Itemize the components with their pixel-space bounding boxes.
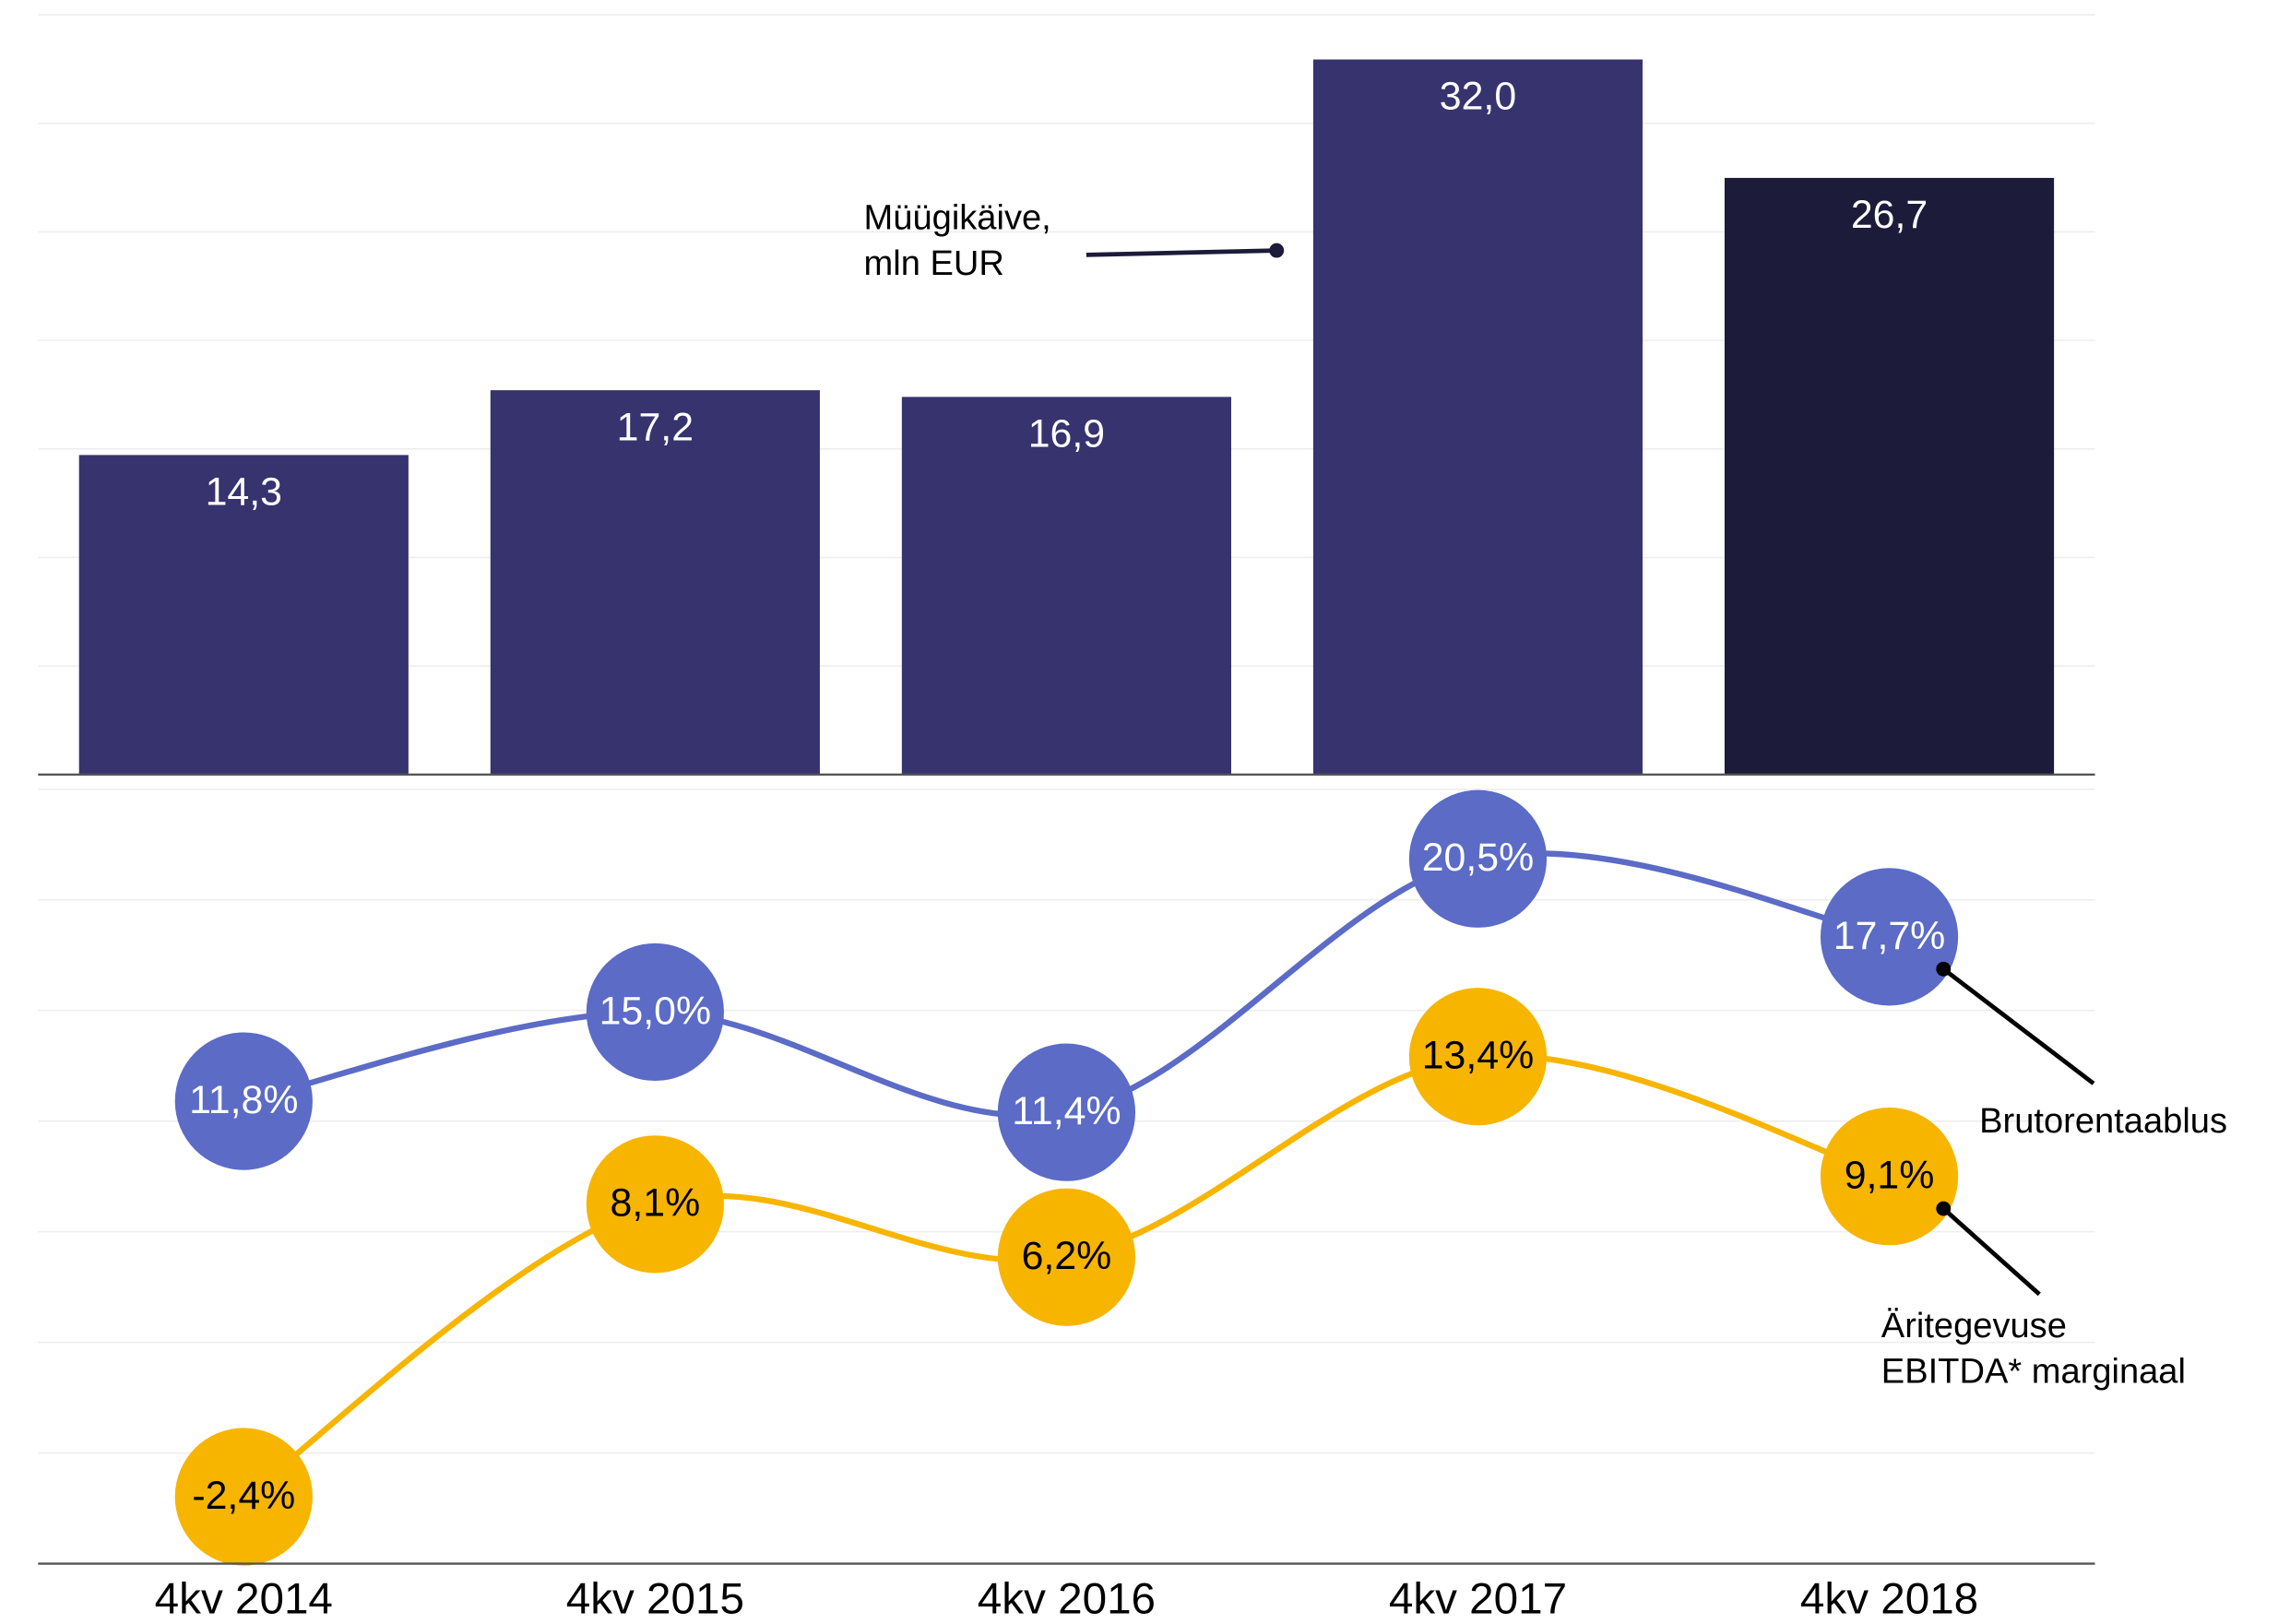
bar-value-label: 26,7 [1851,193,1928,237]
point-value-label: 11,8% [189,1078,298,1122]
bar-value-label: 16,9 [1028,412,1105,456]
marker [1408,789,1548,928]
marker [997,1043,1136,1181]
bar [901,397,1232,775]
bar [78,455,409,775]
leader-dot [1936,1201,1952,1216]
x-tick-label: 4kv 2016 [978,1574,1156,1619]
x-tick-label: 4kv 2015 [566,1574,744,1619]
point-value-label: 6,2% [1022,1234,1112,1278]
point-value-label: 9,1% [1845,1154,1935,1198]
point-value-label: 8,1% [611,1181,701,1226]
text-line: Äritegevuse [1881,1307,2067,1345]
leader-dot [1269,243,1285,258]
leader-line [1086,248,1277,257]
bar-value-label: 14,3 [206,470,282,515]
x-tick-label: 4kv 2017 [1389,1574,1567,1619]
bar [1724,177,2055,775]
text-line: mln EUR [864,244,1004,283]
bar-value-label: 17,2 [617,405,694,449]
point-value-label: 11,4% [1012,1089,1121,1133]
series-label: Müügikäive, mln EUR [864,198,1051,283]
point-value-label: 17,7% [1833,914,1945,958]
x-tick-label: 4kv 2014 [155,1574,333,1619]
point-value-label: 13,4% [1422,1034,1534,1078]
text-line: EBITDA* marginaal [1881,1353,2186,1392]
marker [1820,868,1959,1006]
leader-dot [1936,961,1952,977]
leader-line [1941,966,2095,1085]
marker [586,942,724,1082]
marker [997,1188,1136,1326]
point-value-label: 15,0% [599,989,711,1033]
marker [174,1428,313,1566]
marker [1820,1108,1959,1246]
marker [1408,988,1548,1126]
marker [174,1032,313,1170]
bar [1312,59,1643,775]
x-tick-label: 4kv 2018 [1800,1574,1978,1619]
leader-line [1941,1206,2041,1297]
bar-value-label: 32,0 [1440,75,1516,119]
point-value-label: -2,4% [192,1474,295,1518]
series-label: Äritegevuse EBITDA* marginaal [1881,1307,2186,1392]
marker [586,1135,724,1274]
text-line: Müügikäive, [864,198,1051,237]
bar [490,390,820,775]
point-value-label: 20,5% [1422,836,1534,880]
series-label: Brutorentaablus [1979,1102,2227,1141]
